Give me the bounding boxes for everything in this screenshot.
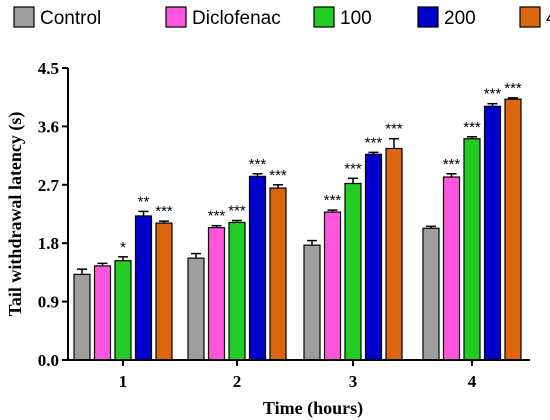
bars: ****** *** ****************************** *… (73, 80, 522, 361)
legend-label-control: Control (40, 8, 101, 29)
bar-diclofenac-4 (442, 176, 461, 361)
x-tick-label-0: 1 (119, 372, 128, 391)
axes (67, 68, 530, 361)
bar-control-1 (73, 273, 91, 361)
legend-swatch-100 (313, 6, 335, 28)
bar-400-1 (155, 222, 173, 361)
significance-200-3: *** (365, 134, 383, 151)
bar-200-1 (134, 215, 153, 361)
legend-label-400: 400 (546, 8, 550, 29)
x-tick-label-2: 3 (349, 372, 358, 391)
x-tick-label-3: 4 (468, 372, 477, 391)
bar-control-3 (303, 244, 321, 361)
bar-100-1 (114, 260, 132, 361)
bar-diclofenac-3 (323, 211, 342, 361)
significance-100-4: *** (463, 119, 481, 136)
legend-swatch-control (13, 6, 35, 28)
significance-400-2: *** (269, 167, 287, 184)
x-axis-title: Time (hours) (263, 398, 363, 419)
y-tick-label-0: 0.0 (38, 351, 59, 370)
y-tick-label-1: 0.9 (38, 293, 59, 312)
bar-diclofenac-1 (93, 265, 112, 361)
legend-swatch-200 (417, 6, 439, 28)
significance-100-2: *** (228, 202, 246, 219)
significance-100-1: * (120, 239, 126, 256)
significance-400-4: *** (504, 80, 522, 97)
significance-diclofenac-2: *** (208, 208, 226, 225)
significance-200-1: ** (138, 193, 150, 210)
y-tick-label-2: 1.8 (38, 234, 59, 253)
bar-100-4 (463, 138, 481, 361)
legend-label-200: 200 (444, 8, 476, 29)
bar-100-3 (344, 182, 362, 361)
significance-diclofenac-4: *** (443, 156, 461, 173)
x-ticks: 1 2 3 4 (119, 360, 477, 391)
x-tick-label-1: 2 (233, 372, 242, 391)
legend-swatch-400 (519, 6, 541, 28)
significance-400-3: *** (385, 121, 403, 138)
bar-control-4 (422, 227, 440, 361)
legend-label-diclofenac: Diclofenac (192, 8, 281, 29)
significance-400-1: *** (155, 203, 173, 220)
bar-diclofenac-2 (207, 227, 226, 361)
legend-label-100: 100 (340, 8, 372, 29)
bar-400-4 (504, 98, 522, 361)
significance-200-2: *** (249, 156, 267, 173)
y-tick-label-3: 2.7 (38, 176, 60, 195)
y-ticks: 0.0 0.9 1.8 2.7 3.6 4.5 (38, 59, 68, 370)
bar-400-3 (385, 147, 403, 361)
significance-diclofenac-3: *** (324, 192, 342, 209)
y-tick-label-5: 4.5 (38, 59, 59, 78)
bar-200-4 (483, 105, 502, 361)
bar-100-2 (228, 221, 246, 361)
legend: Control Diclofenac 100 200 400 (13, 6, 550, 29)
bar-control-2 (187, 257, 205, 361)
significance-200-4: *** (484, 86, 502, 103)
bar-200-3 (364, 153, 383, 361)
bar-400-2 (269, 187, 287, 361)
y-tick-label-4: 3.6 (38, 117, 59, 136)
bar-200-2 (248, 175, 267, 361)
y-axis-title: Tail withdrawal latency (s) (5, 112, 26, 317)
legend-swatch-diclofenac (165, 6, 187, 28)
significance-100-3: *** (344, 160, 362, 177)
